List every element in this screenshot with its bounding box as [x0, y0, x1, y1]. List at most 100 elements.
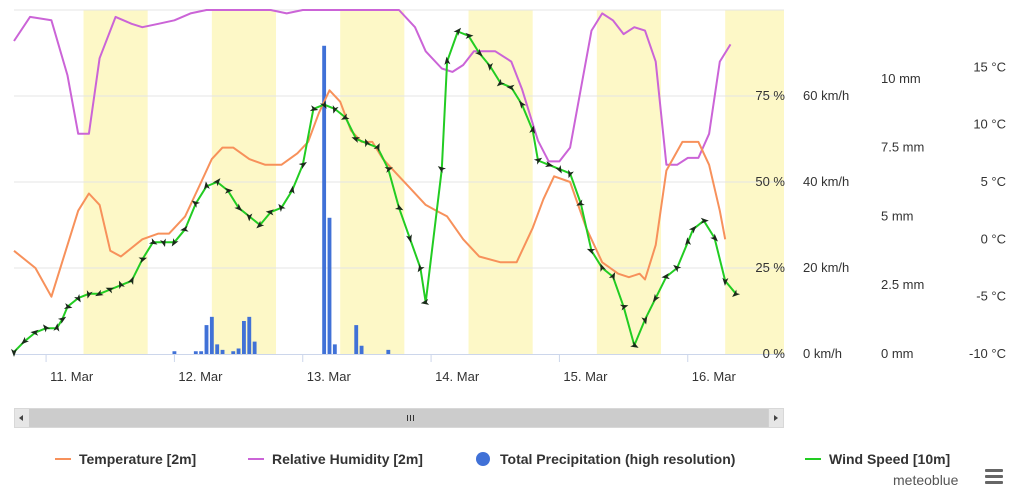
chart: 11. Mar 12. Mar 13. Mar 14. Mar 15. Mar 16. M…	[11, 9, 1006, 384]
wind-direction-arrow	[74, 293, 81, 303]
legend-item-precipitation[interactable]: Total Precipitation (high resolution)	[476, 451, 735, 467]
precipitation-tick-label: 2.5 mm	[881, 277, 924, 292]
wind-direction-arrow	[63, 303, 73, 310]
legend-item-humidity[interactable]: Relative Humidity [2m]	[248, 451, 423, 467]
wind-direction-arrow	[138, 257, 148, 264]
wind-direction-arrow	[365, 138, 371, 148]
wind-direction-arrow	[320, 100, 327, 109]
wind-direction-arrow	[191, 200, 200, 208]
wind-direction-arrow	[394, 203, 404, 211]
precipitation-bar	[332, 344, 337, 354]
wind-tick-label: 0 km/h	[803, 346, 842, 361]
wind-direction-arrow	[341, 113, 350, 120]
wind-direction-arrow	[586, 248, 596, 255]
precipitation-bar	[199, 351, 204, 354]
wind-direction-arrow	[11, 348, 17, 357]
wind-direction-arrow	[465, 32, 474, 39]
wind-direction-arrow	[661, 273, 670, 280]
x-tick-label: 15. Mar	[563, 369, 608, 384]
range-scrollbar[interactable]	[14, 408, 784, 428]
wind-tick-label: 60 km/h	[803, 88, 849, 103]
wind-direction-arrow	[533, 157, 543, 165]
wind-tick-label: 40 km/h	[803, 174, 849, 189]
wind-direction-arrow	[576, 199, 585, 206]
wind-direction-arrow	[30, 329, 39, 336]
x-tick-label: 16. Mar	[692, 369, 737, 384]
precipitation-bar	[327, 217, 332, 354]
wind-direction-arrow	[417, 263, 425, 273]
wind-direction-arrows	[11, 27, 741, 357]
brand-label: meteoblue	[893, 472, 959, 488]
scroll-right-button[interactable]	[768, 409, 783, 427]
wind-direction-arrow	[57, 316, 67, 324]
temperature-tick-label: 5 °C	[981, 174, 1006, 189]
legend-item-temperature[interactable]: Temperature [2m]	[55, 451, 196, 467]
precipitation-bar	[359, 345, 364, 354]
wind-direction-arrow	[160, 238, 166, 248]
wind-direction-arrow	[722, 277, 729, 286]
wind-direction-arrow	[384, 167, 394, 173]
precipitation-bar	[215, 344, 220, 354]
wind-direction-arrow	[180, 225, 189, 232]
humidity-line	[13, 9, 732, 166]
precipitation-tick-label: 5 mm	[881, 208, 914, 223]
wind-direction-arrow	[652, 293, 660, 303]
precipitation-bar	[242, 320, 246, 354]
wind-direction-arrow	[496, 78, 505, 87]
wind-direction-arrow	[710, 233, 718, 242]
precipitation-bar	[386, 349, 391, 354]
temperature-tick-label: 15 °C	[973, 59, 1006, 74]
wind-direction-arrow	[86, 290, 93, 299]
wind-direction-arrow	[288, 185, 295, 195]
legend-symbol-wind	[805, 458, 821, 460]
precipitation-bars	[172, 45, 391, 354]
wind-direction-arrow	[373, 143, 380, 152]
wind-direction-arrow	[474, 48, 483, 57]
wind-direction-arrow	[298, 162, 307, 169]
wind-direction-arrow	[278, 203, 286, 213]
legend: Temperature [2m] Relative Humidity [2m] …	[0, 451, 1024, 475]
temperature-tick-label: -5 °C	[976, 289, 1006, 304]
wind-direction-arrow	[630, 341, 639, 348]
wind-direction-arrow	[118, 280, 125, 290]
temperature-tick-label: -10 °C	[969, 346, 1006, 361]
wind-direction-arrow	[453, 27, 462, 36]
wind-direction-arrow	[608, 272, 616, 281]
legend-symbol-precipitation	[476, 452, 490, 466]
precipitation-bar	[322, 45, 327, 354]
humidity-tick-label: 0 %	[763, 346, 786, 361]
precipitation-tick-label: 7.5 mm	[881, 140, 924, 155]
precipitation-bar	[209, 316, 214, 354]
wind-direction-arrow	[673, 264, 682, 273]
wind-direction-arrow	[600, 263, 607, 272]
precipitation-bar	[231, 351, 236, 354]
wind-direction-arrow	[105, 287, 115, 294]
scroll-left-button[interactable]	[15, 409, 30, 427]
wind-direction-arrow	[212, 178, 221, 187]
wind-tick-label: 20 km/h	[803, 260, 849, 275]
legend-label-precipitation: Total Precipitation (high resolution)	[500, 451, 736, 467]
wind-direction-arrow	[487, 62, 494, 71]
wind-direction-arrow	[685, 237, 692, 246]
x-tick-label: 12. Mar	[178, 369, 223, 384]
x-tick-label: 11. Mar	[50, 369, 94, 384]
temperature-line	[13, 89, 727, 298]
x-tick-label: 13. Mar	[307, 369, 352, 384]
wind-direction-arrow	[732, 289, 741, 298]
legend-item-wind[interactable]: Wind Speed [10m]	[805, 451, 950, 467]
wind-direction-arrow	[246, 213, 253, 222]
temperature-tick-label: 10 °C	[973, 117, 1006, 132]
wind-direction-arrow	[309, 105, 319, 112]
wind-direction-arrow	[332, 105, 339, 114]
axis-labels: 11. Mar 12. Mar 13. Mar 14. Mar 15. Mar 16. M…	[50, 59, 1006, 384]
temperature-tick-label: 0 °C	[981, 231, 1006, 246]
wind-direction-arrow	[444, 56, 451, 65]
legend-label-temperature: Temperature [2m]	[79, 451, 197, 467]
legend-label-humidity: Relative Humidity [2m]	[272, 451, 423, 467]
humidity-tick-label: 50 %	[755, 174, 785, 189]
scroll-thumb[interactable]	[29, 409, 769, 427]
humidity-tick-label: 25 %	[755, 260, 785, 275]
wind-direction-arrow	[171, 238, 179, 247]
menu-icon[interactable]	[983, 467, 1005, 485]
wind-direction-arrow	[224, 187, 233, 194]
